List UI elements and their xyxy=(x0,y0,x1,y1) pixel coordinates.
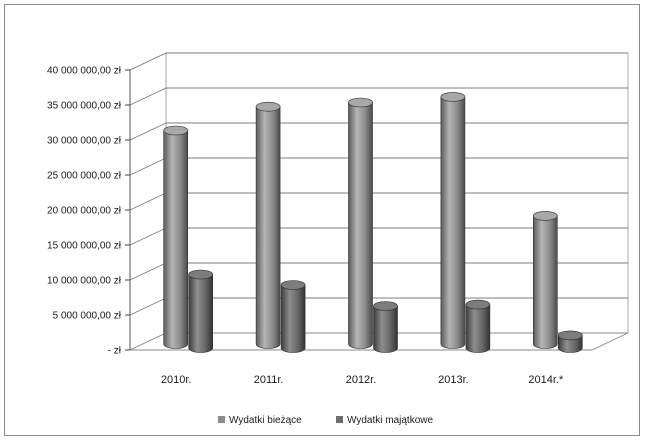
legend-entry: Wydatki bieżące xyxy=(229,415,302,426)
bar-top xyxy=(255,101,281,112)
gridline-depth xyxy=(129,122,167,141)
bar-top xyxy=(280,280,306,290)
gridline-depth xyxy=(129,87,167,106)
bar-body xyxy=(533,215,558,349)
bar-body xyxy=(373,305,398,353)
bar-body xyxy=(558,335,583,353)
gridlines xyxy=(129,52,628,316)
legend: Wydatki bieżące Wydatki majątkowe xyxy=(218,415,433,426)
y-tick-label: 40 000 000,00 zł xyxy=(47,66,122,77)
bar xyxy=(532,211,558,349)
bar xyxy=(557,330,583,353)
bar-top xyxy=(440,92,466,102)
bar xyxy=(188,269,213,353)
bar-top xyxy=(557,330,583,341)
bar xyxy=(163,125,188,349)
x-tick-label: 2011r. xyxy=(254,374,284,386)
bar xyxy=(255,101,281,349)
legend-swatch xyxy=(218,416,225,423)
y-tick-label: - zł xyxy=(108,346,122,357)
x-tick-label: 2014r.* xyxy=(528,374,564,386)
bar-body xyxy=(163,130,188,349)
bar xyxy=(440,92,466,349)
gridline-depth xyxy=(129,157,167,176)
bar-body xyxy=(440,96,466,349)
gridline-depth xyxy=(129,262,167,281)
bar xyxy=(373,301,398,353)
bar-top xyxy=(373,301,398,311)
y-tick-label: 15 000 000,00 zł xyxy=(47,241,122,252)
legend-entry: Wydatki majątkowe xyxy=(347,415,433,426)
bar xyxy=(465,299,491,353)
y-tick-label: 10 000 000,00 zł xyxy=(47,276,122,287)
x-tick-label: 2012r. xyxy=(346,374,377,386)
x-tick-label: 2010r. xyxy=(161,374,192,386)
legend-swatch xyxy=(336,416,343,423)
bar-top xyxy=(163,125,188,136)
bar-top xyxy=(348,97,373,108)
bar-body xyxy=(255,106,281,349)
bar-top xyxy=(532,211,558,221)
bar-body xyxy=(465,304,491,353)
x-tick-label: 2013r. xyxy=(438,374,469,386)
x-axis: 2010r. 2011r. 2012r. 2013r. 2014r.* xyxy=(161,374,564,386)
bar-top xyxy=(188,269,213,280)
bar-top xyxy=(465,299,491,310)
y-tick-label: 35 000 000,00 zł xyxy=(47,101,122,112)
bar-body xyxy=(348,102,373,349)
bar-body xyxy=(188,274,213,353)
gridline-depth xyxy=(129,192,167,211)
bar xyxy=(348,97,373,349)
y-tick-label: 25 000 000,00 zł xyxy=(47,171,122,182)
bars xyxy=(163,92,583,353)
gridline-depth xyxy=(129,52,167,71)
y-tick-label: 30 000 000,00 zł xyxy=(47,136,122,147)
gridline-depth xyxy=(129,227,167,246)
bar-body xyxy=(280,284,306,353)
y-axis: - zł 5 000 000,00 zł 10 000 000,00 zł 15 00… xyxy=(47,66,131,357)
bar xyxy=(280,280,306,353)
gridline-depth xyxy=(129,297,167,316)
y-tick-label: 5 000 000,00 zł xyxy=(53,311,122,322)
y-tick-label: 20 000 000,00 zł xyxy=(47,206,122,217)
